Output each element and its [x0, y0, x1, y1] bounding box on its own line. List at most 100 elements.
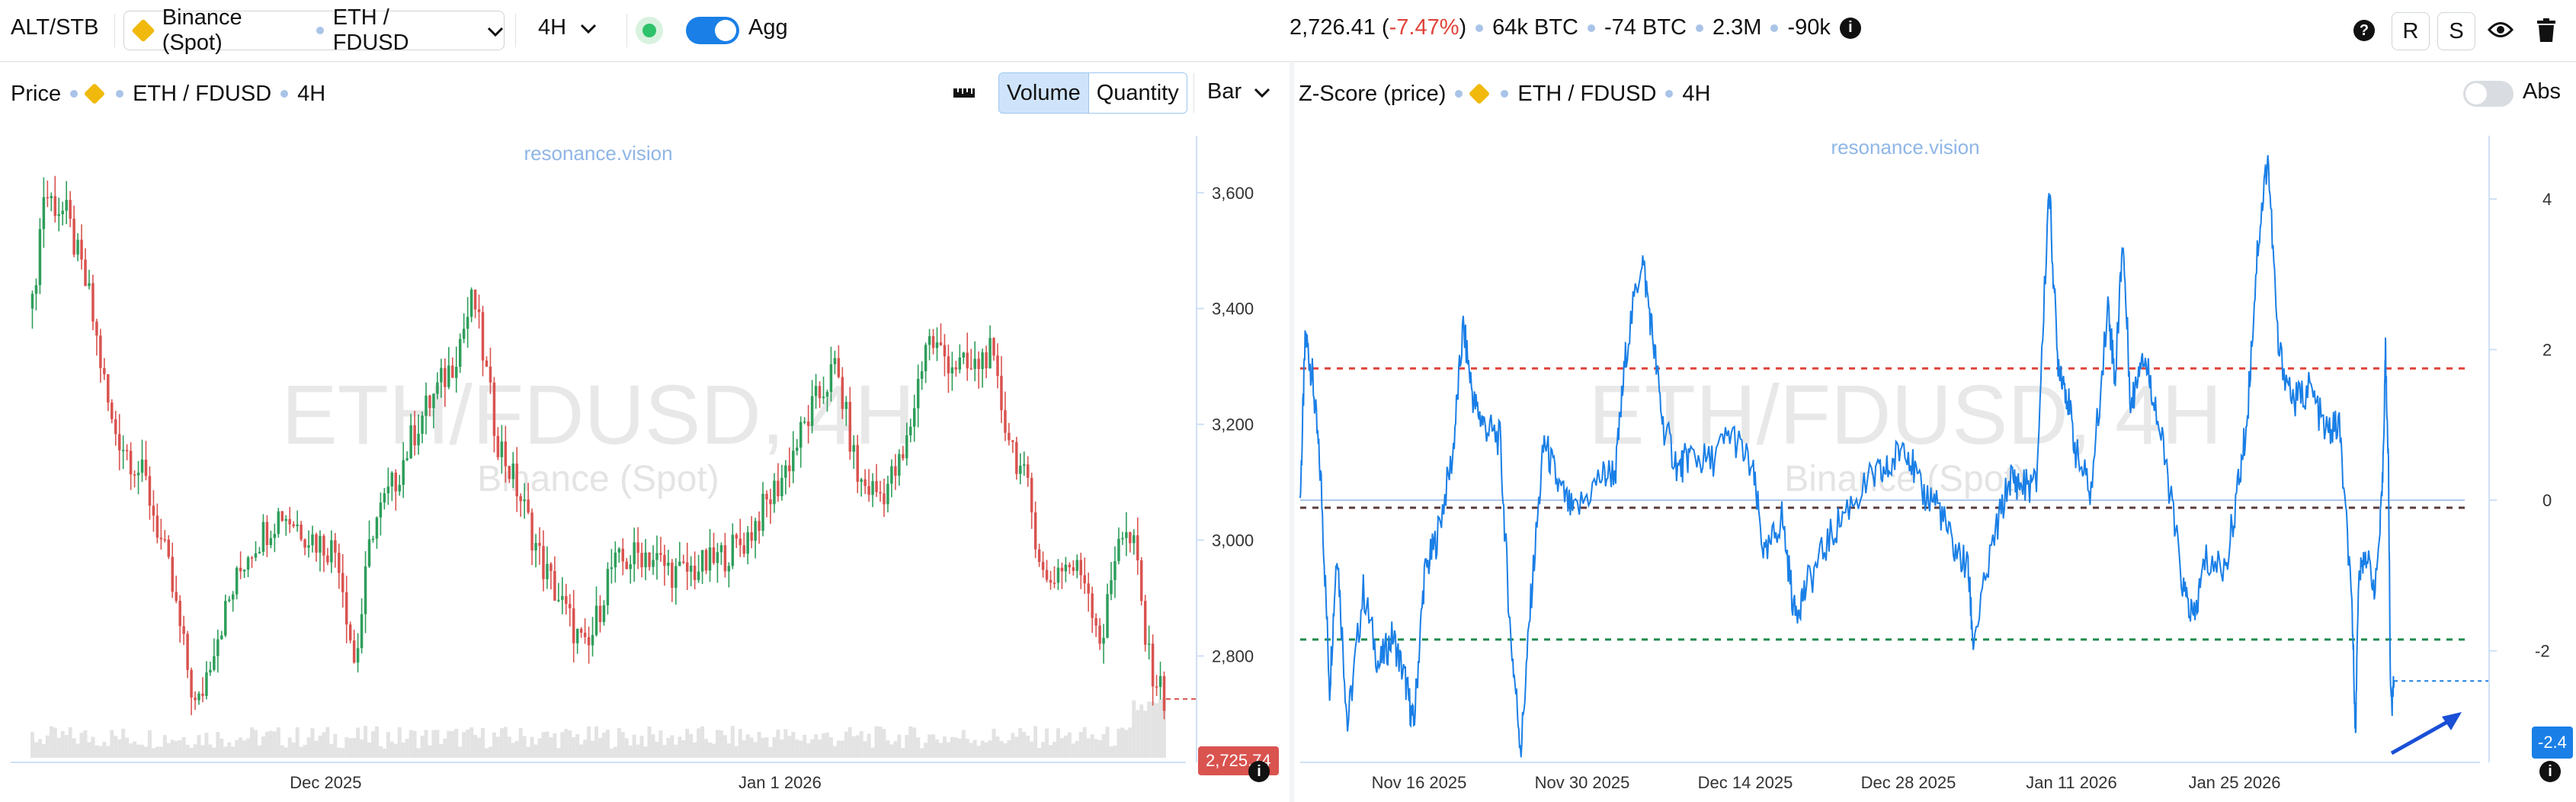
candle-body: [814, 386, 818, 396]
volume-bar: [75, 743, 80, 758]
volume-bar: [1162, 698, 1166, 758]
candle-body: [898, 454, 901, 476]
volume-bar: [643, 746, 648, 758]
candle-body: [784, 465, 787, 478]
volume-bar: [1026, 736, 1030, 758]
candle-body: [405, 458, 409, 460]
candle-body: [390, 472, 394, 487]
volume-bar: [314, 740, 319, 758]
candle-body: [413, 425, 416, 446]
info-icon[interactable]: i: [1248, 761, 1270, 782]
r-button[interactable]: R: [2392, 12, 2430, 50]
volume-bar: [284, 747, 288, 758]
volume-bar: [878, 727, 883, 758]
volume-bar: [299, 746, 303, 758]
ruler-icon[interactable]: [953, 85, 976, 103]
volume-bar: [916, 737, 921, 758]
volume-bar: [151, 748, 155, 758]
volume-option[interactable]: Volume: [999, 73, 1088, 113]
volume-bar: [772, 737, 777, 758]
volume-bar: [662, 745, 667, 758]
volume-bar: [318, 735, 322, 758]
volume-bar: [1037, 748, 1042, 758]
candle-body: [261, 521, 265, 552]
candle-body: [557, 599, 560, 602]
interval-selector[interactable]: 4H: [538, 15, 597, 40]
candle-body: [829, 364, 833, 393]
volume-bar: [333, 733, 338, 758]
symbol-selector[interactable]: Binance (Spot) ETH / FDUSD: [123, 5, 505, 55]
candle-body: [985, 352, 988, 369]
volume-bar: [1045, 728, 1049, 758]
candle-body: [175, 592, 178, 602]
volume-bar: [208, 744, 213, 758]
candle-body: [265, 521, 269, 545]
volume-bar: [507, 736, 511, 758]
candle-body: [594, 605, 598, 635]
candle-body: [1008, 432, 1011, 441]
quantity-option[interactable]: Quantity: [1088, 73, 1187, 113]
zscore-chart[interactable]: resonance.vision ETH/FDUSD, 4H Binance (…: [1294, 63, 2576, 802]
volume-bar: [389, 741, 394, 758]
candle-body: [996, 355, 999, 377]
x-tick-label: Nov 16 2025: [1372, 773, 1467, 792]
candle-body: [973, 358, 976, 369]
candle-body: [152, 505, 155, 516]
volume-bar: [995, 736, 1000, 758]
candle-body: [489, 366, 492, 383]
abs-toggle[interactable]: [2463, 81, 2514, 107]
candle-body: [111, 403, 114, 419]
volume-bar: [322, 732, 326, 758]
volume-bar: [522, 736, 527, 758]
agg-toggle[interactable]: [686, 17, 739, 44]
info-icon[interactable]: i: [1839, 17, 1861, 39]
panel-interval: 4H: [1682, 81, 1711, 106]
y-tick-label: 3,200: [1212, 415, 1254, 435]
volume-bar: [53, 727, 57, 758]
volume-bar: [1053, 741, 1056, 758]
candle-body: [46, 197, 50, 199]
volume-bar: [454, 729, 459, 758]
candle-body: [95, 321, 98, 336]
candle-body: [334, 540, 337, 553]
volume-bar: [719, 730, 723, 758]
x-tick-label: Jan 11 2026: [2026, 773, 2116, 792]
panel-interval: 4H: [297, 81, 326, 106]
candle-body: [197, 693, 200, 701]
candle-body: [511, 464, 514, 480]
candle-body: [735, 534, 739, 539]
help-icon[interactable]: ?: [2353, 20, 2375, 41]
volume-bar: [136, 744, 141, 758]
candle-body: [1000, 376, 1003, 411]
market-mode-label[interactable]: ALT/STB: [11, 15, 99, 40]
price-chart[interactable]: resonance.vision ETH/FDUSD, 4H Binance (…: [0, 63, 1290, 802]
volume-bar: [401, 742, 405, 758]
trash-icon[interactable]: [2536, 18, 2556, 43]
candle-body: [773, 480, 776, 505]
candle-body: [822, 396, 825, 399]
price-panel: Price ETH / FDUSD 4H Volume Quantity Bar…: [0, 63, 1290, 802]
eye-icon[interactable]: [2488, 20, 2514, 40]
volume-bar: [337, 747, 341, 758]
volume-bar: [742, 740, 746, 758]
volume-bar: [1136, 710, 1140, 758]
volume-bar: [579, 744, 584, 758]
toggle-knob-icon: [2465, 83, 2487, 104]
volume-bar: [768, 746, 773, 758]
candle-body: [863, 479, 867, 486]
candle-body: [621, 548, 625, 562]
volume-bar: [60, 730, 65, 758]
watermark-pair: ETH/FDUSD, 4H: [1588, 368, 2222, 462]
info-icon[interactable]: i: [2539, 761, 2561, 782]
s-button[interactable]: S: [2437, 12, 2475, 50]
annotation-arrow-icon: [2390, 712, 2462, 755]
candle-body: [444, 367, 447, 387]
volume-bar: [185, 744, 190, 758]
candle-body: [629, 564, 632, 569]
volume-bar: [1030, 741, 1034, 758]
chart-type-selector[interactable]: Bar: [1207, 79, 1270, 104]
volume-bar: [814, 734, 819, 758]
live-status-indicator[interactable]: [636, 17, 663, 44]
volume-bar: [556, 748, 561, 758]
volume-bar: [658, 730, 663, 758]
